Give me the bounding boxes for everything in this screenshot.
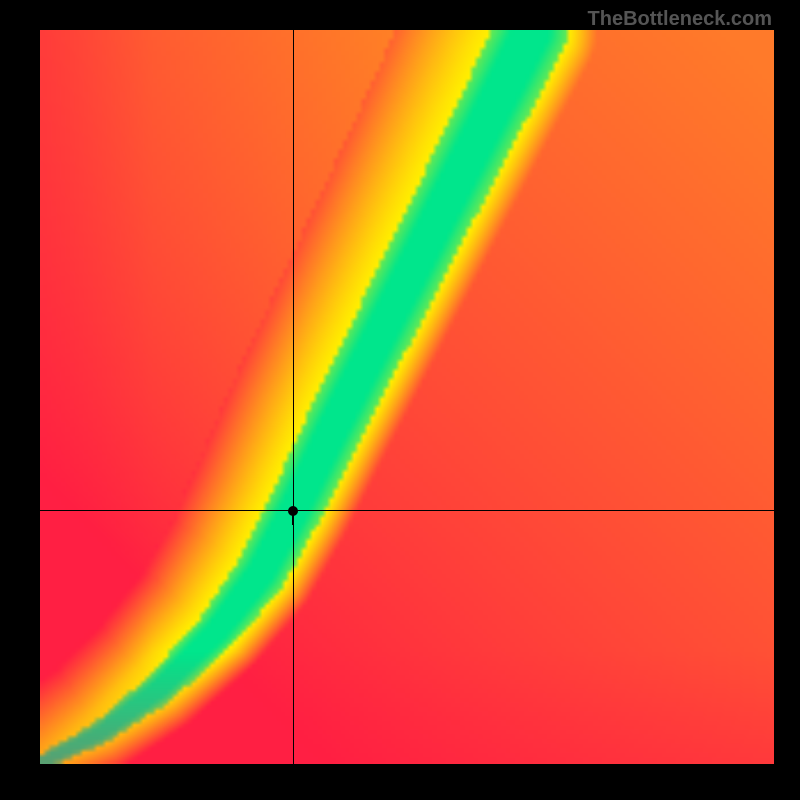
crosshair-marker (288, 506, 298, 516)
chart-frame: TheBottleneck.com (0, 0, 800, 800)
watermark-text: TheBottleneck.com (588, 8, 772, 31)
heatmap-canvas (40, 30, 774, 764)
crosshair-vertical (293, 30, 294, 764)
heatmap-plot (40, 30, 774, 764)
crosshair-horizontal (40, 510, 774, 511)
